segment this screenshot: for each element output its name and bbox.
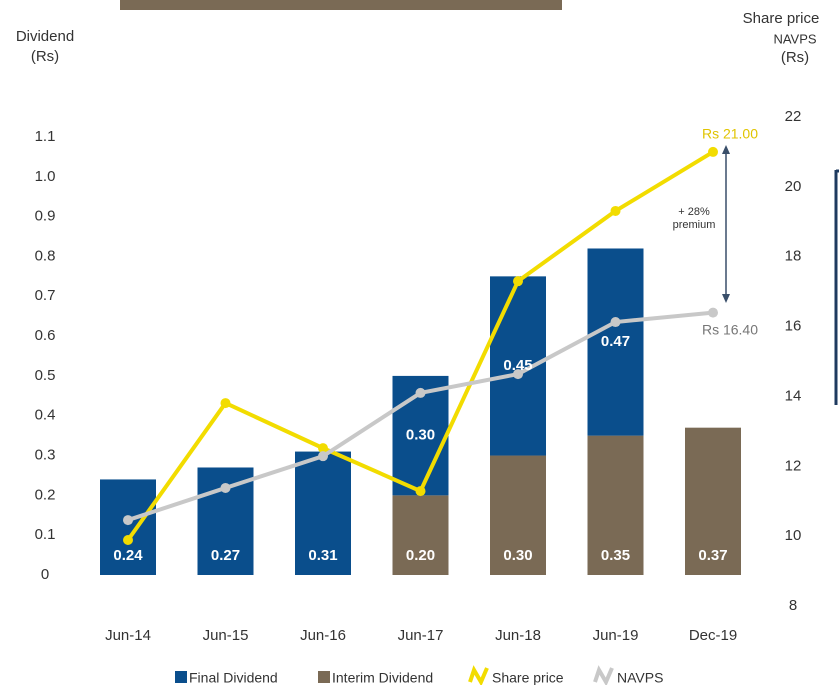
- point: [220, 398, 231, 409]
- y-title: (Rs): [31, 48, 59, 65]
- y2-tick-label: 12: [785, 457, 802, 474]
- point: [318, 443, 328, 454]
- x-tick-label: Jun-14: [105, 627, 151, 644]
- bar-label: 0.47: [601, 333, 630, 350]
- point: [123, 534, 133, 545]
- point: [513, 276, 523, 287]
- bar: [587, 435, 644, 575]
- y-tick-label: 1.1: [35, 128, 56, 145]
- y-tick-label: 0.6: [35, 327, 56, 344]
- bar-label: 0.35: [601, 547, 630, 564]
- y-tick-label: 0.7: [35, 287, 56, 304]
- x-tick-label: Jun-17: [398, 627, 444, 644]
- legend-label: NAVPS: [617, 670, 663, 685]
- y-tick-label: 0.3: [35, 447, 56, 464]
- point: [513, 369, 523, 380]
- point: [610, 205, 621, 216]
- bar-label: 0.27: [211, 547, 240, 564]
- y2-title: (Rs): [781, 49, 809, 66]
- point: [708, 146, 718, 157]
- y2-tick-label: 8: [789, 597, 797, 614]
- x-tick-label: Jun-16: [300, 627, 346, 644]
- y-title: Dividend: [16, 28, 74, 45]
- y-tick-label: 0: [41, 566, 49, 583]
- x-tick-label: Jun-19: [593, 627, 639, 644]
- y2-tick-label: 14: [785, 387, 802, 404]
- y-tick-label: 0.2: [35, 486, 56, 503]
- y2-tick-label: 10: [785, 527, 802, 544]
- bar: [685, 427, 741, 575]
- annotation: premium: [673, 219, 716, 231]
- header-band: [120, 0, 562, 10]
- point: [415, 387, 426, 398]
- bar-label: 0.37: [698, 547, 727, 564]
- bar-label: 0.45: [503, 357, 532, 374]
- x-tick-label: Jun-15: [203, 627, 249, 644]
- x-tick-label: Jun-18: [495, 627, 541, 644]
- y-tick-label: 0.9: [35, 208, 56, 225]
- y-tick-label: 0.4: [35, 407, 56, 424]
- bar-label: 0.31: [308, 547, 337, 564]
- legend-label: Share price: [492, 670, 564, 685]
- point: [708, 307, 718, 318]
- point: [318, 451, 328, 462]
- y2-tick-label: 18: [785, 248, 802, 265]
- y2-tick-label: 20: [785, 178, 802, 195]
- legend-swatch: [468, 665, 489, 685]
- value-label: Rs 16.40: [702, 321, 758, 337]
- bar-label: 0.30: [406, 427, 435, 444]
- bar-label: 0.30: [503, 547, 532, 564]
- point: [415, 486, 426, 497]
- legend-swatch: [175, 671, 187, 683]
- y2-title: Share price: [743, 10, 820, 27]
- bar: [490, 455, 546, 575]
- bar-label: 0.24: [113, 547, 143, 564]
- bar: [392, 495, 449, 575]
- y2-title: NAVPS: [773, 31, 816, 46]
- x-tick-label: Dec-19: [689, 627, 737, 644]
- annotation: + 28%: [678, 206, 710, 218]
- legend-swatch: [318, 671, 330, 683]
- y-tick-label: 0.1: [35, 526, 56, 543]
- bar: [100, 479, 156, 575]
- y-tick-label: 0.5: [35, 367, 56, 384]
- y-tick-label: 1.0: [35, 168, 56, 185]
- bar: [587, 248, 644, 436]
- y-tick-label: 0.8: [35, 247, 56, 264]
- point: [220, 482, 231, 493]
- bar-label: 0.20: [406, 547, 435, 564]
- value-label: Rs 21.00: [702, 126, 758, 142]
- point: [123, 515, 133, 526]
- bar: [295, 451, 351, 575]
- point: [610, 317, 621, 328]
- y2-tick-label: 16: [785, 318, 802, 335]
- legend-swatch: [593, 665, 614, 685]
- y2-tick-label: 22: [785, 108, 802, 125]
- legend-label: Interim Dividend: [332, 670, 433, 685]
- legend-label: Final Dividend: [189, 670, 278, 685]
